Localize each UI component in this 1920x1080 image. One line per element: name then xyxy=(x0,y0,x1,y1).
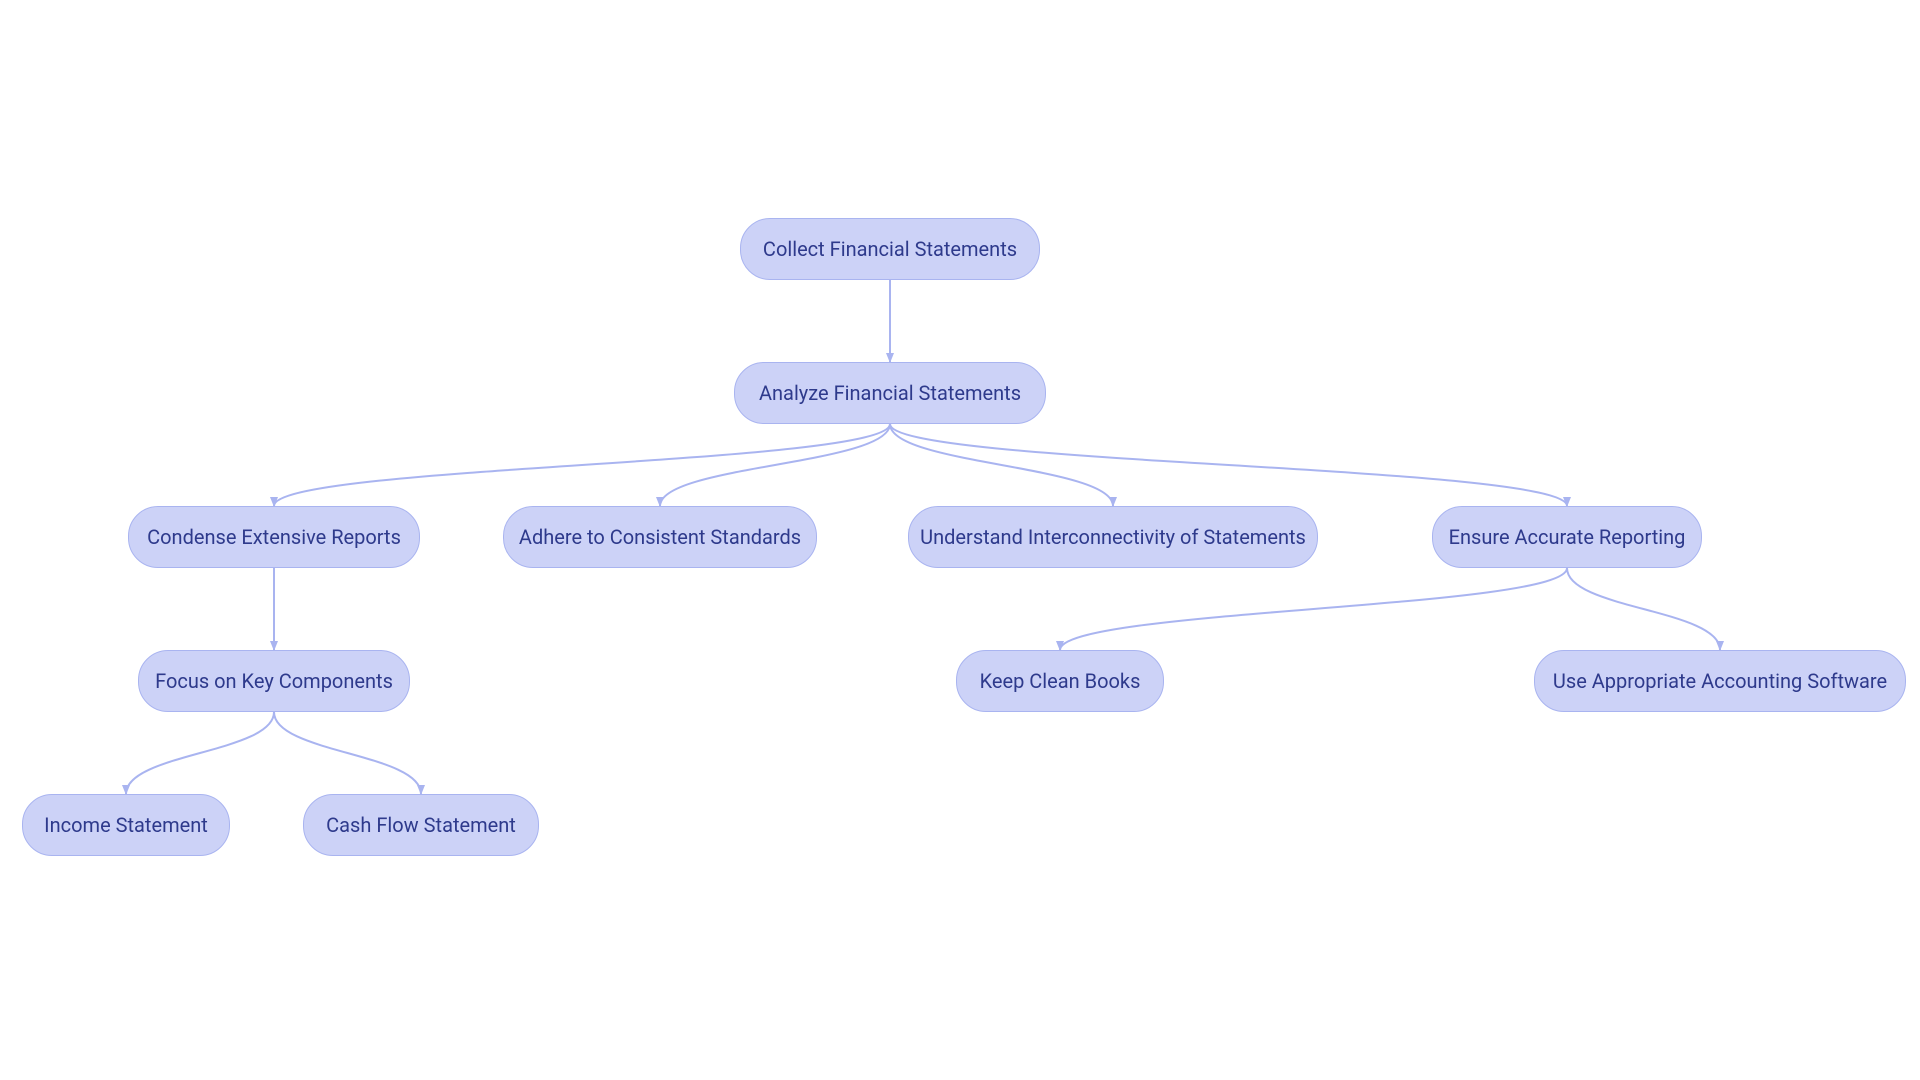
node-collect: Collect Financial Statements xyxy=(740,218,1040,280)
node-label: Collect Financial Statements xyxy=(763,237,1017,261)
node-label: Cash Flow Statement xyxy=(326,813,516,837)
edge-ensure-to-keepbooks xyxy=(1060,568,1567,650)
edge-focus-to-income xyxy=(126,712,274,794)
node-label: Focus on Key Components xyxy=(155,669,393,693)
node-label: Ensure Accurate Reporting xyxy=(1449,525,1686,549)
node-adhere: Adhere to Consistent Standards xyxy=(503,506,817,568)
edge-analyze-to-condense xyxy=(274,424,890,506)
node-condense: Condense Extensive Reports xyxy=(128,506,420,568)
node-label: Condense Extensive Reports xyxy=(147,525,401,549)
flowchart-canvas: Collect Financial Statements Analyze Fina… xyxy=(0,0,1920,1080)
node-ensure: Ensure Accurate Reporting xyxy=(1432,506,1702,568)
edge-focus-to-cashflow xyxy=(274,712,421,794)
node-income: Income Statement xyxy=(22,794,230,856)
edge-analyze-to-ensure xyxy=(890,424,1567,506)
node-analyze: Analyze Financial Statements xyxy=(734,362,1046,424)
node-software: Use Appropriate Accounting Software xyxy=(1534,650,1906,712)
node-focus: Focus on Key Components xyxy=(138,650,410,712)
node-label: Adhere to Consistent Standards xyxy=(519,525,801,549)
edge-ensure-to-software xyxy=(1567,568,1720,650)
edge-analyze-to-adhere xyxy=(660,424,890,506)
node-label: Income Statement xyxy=(44,813,208,837)
node-label: Analyze Financial Statements xyxy=(759,381,1021,405)
node-understand: Understand Interconnectivity of Statemen… xyxy=(908,506,1318,568)
node-label: Understand Interconnectivity of Statemen… xyxy=(920,525,1306,549)
node-keepbooks: Keep Clean Books xyxy=(956,650,1164,712)
node-label: Keep Clean Books xyxy=(980,669,1141,693)
node-label: Use Appropriate Accounting Software xyxy=(1553,669,1887,693)
node-cashflow: Cash Flow Statement xyxy=(303,794,539,856)
edge-analyze-to-understand xyxy=(890,424,1113,506)
